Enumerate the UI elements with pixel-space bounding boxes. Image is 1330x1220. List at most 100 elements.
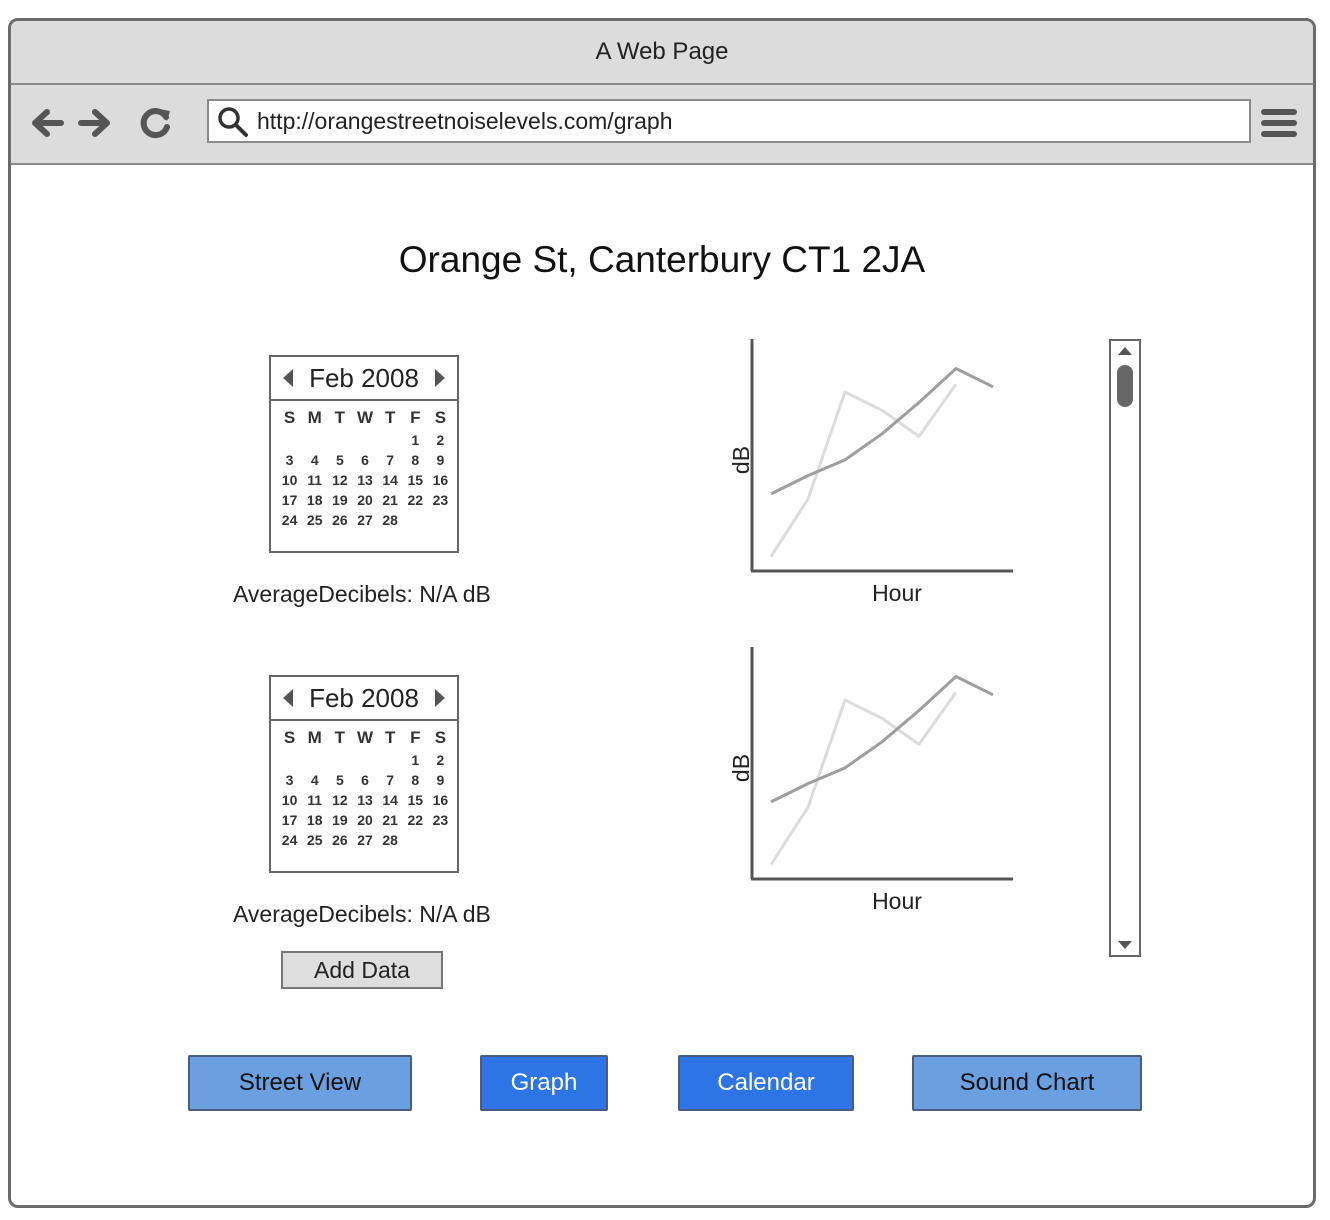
forward-arrow-icon[interactable] (75, 103, 115, 143)
calendar-day[interactable]: 4 (310, 772, 319, 788)
weekday-header: S (434, 728, 447, 747)
calendar-day[interactable]: 13 (357, 792, 373, 808)
scroll-down-arrow-icon[interactable] (1117, 939, 1133, 951)
add-data-button[interactable]: Add Data (281, 951, 443, 989)
next-month-icon[interactable] (433, 368, 447, 388)
calendar-day[interactable]: 26 (332, 832, 348, 848)
street-view-button[interactable]: Street View (188, 1055, 412, 1111)
calendar-blank-cell (302, 752, 327, 769)
calendar-day[interactable]: 17 (281, 492, 298, 508)
address-bar[interactable] (207, 99, 1251, 143)
weekday-header: T (384, 728, 396, 747)
calendar-day[interactable]: 1 (411, 752, 420, 768)
calendar-day[interactable]: 27 (357, 512, 373, 528)
date-picker-calendar[interactable]: Feb 2008 S M T W T F S 1 2 3 4 5 6 7 8 9 10 11 12 13 14 15 16 1… (269, 675, 459, 873)
calendar-day[interactable]: 22 (407, 812, 424, 828)
scroll-up-arrow-icon[interactable] (1117, 345, 1133, 357)
calendar-blank-cell (302, 432, 327, 449)
calendar-day[interactable]: 16 (432, 472, 449, 488)
weekday-header: T (384, 408, 396, 427)
weekday-header: S (283, 408, 296, 427)
calendar-day[interactable]: 15 (407, 792, 424, 808)
calendar-day[interactable]: 13 (357, 472, 373, 488)
calendar-day[interactable]: 21 (382, 812, 398, 828)
browser-toolbar (11, 85, 1313, 165)
calendar-day[interactable]: 10 (281, 472, 298, 488)
calendar-day[interactable]: 8 (411, 452, 420, 468)
reload-icon[interactable] (135, 103, 175, 143)
previous-month-icon[interactable] (281, 688, 295, 708)
calendar-header: Feb 2008 (271, 677, 457, 721)
calendar-day[interactable]: 18 (306, 812, 323, 828)
calendar-day[interactable]: 12 (332, 472, 348, 488)
calendar-day[interactable]: 14 (382, 472, 398, 488)
calendar-day[interactable]: 17 (281, 812, 298, 828)
calendar-blank-cell (327, 432, 352, 449)
url-input[interactable] (257, 105, 1237, 137)
calendar-day[interactable]: 27 (357, 832, 373, 848)
calendar-blank-cell (352, 432, 377, 449)
calendar-day[interactable]: 28 (382, 512, 398, 528)
calendar-day[interactable]: 9 (436, 772, 445, 788)
sound-chart-button[interactable]: Sound Chart (912, 1055, 1142, 1111)
calendar-day[interactable]: 15 (407, 472, 424, 488)
calendar-day[interactable]: 8 (411, 772, 420, 788)
calendar-day[interactable]: 19 (332, 492, 348, 508)
next-month-icon[interactable] (433, 688, 447, 708)
calendar-day[interactable]: 24 (281, 832, 298, 848)
calendar-day[interactable]: 18 (306, 492, 323, 508)
calendar-day[interactable]: 23 (432, 812, 449, 828)
calendar-day[interactable]: 25 (306, 832, 323, 848)
calendar-day[interactable]: 24 (281, 512, 298, 528)
calendar-button[interactable]: Calendar (678, 1055, 854, 1111)
vertical-scrollbar[interactable] (1109, 339, 1141, 957)
hamburger-menu-icon[interactable] (1259, 103, 1299, 143)
calendar-day[interactable]: 20 (357, 812, 373, 828)
title-bar: A Web Page (11, 21, 1313, 85)
calendar-day[interactable]: 23 (432, 492, 449, 508)
calendar-day[interactable]: 4 (310, 452, 319, 468)
calendar-day[interactable]: 22 (407, 492, 424, 508)
calendar-day[interactable]: 9 (436, 452, 445, 468)
calendar-day[interactable]: 2 (436, 432, 445, 448)
x-axis-label: Hour (872, 888, 922, 914)
calendar-day[interactable]: 3 (285, 772, 294, 788)
calendar-day[interactable]: 2 (436, 752, 445, 768)
back-arrow-icon[interactable] (27, 103, 67, 143)
weekday-header: M (307, 728, 322, 747)
calendar-blank-cell (277, 752, 302, 769)
calendar-day[interactable]: 11 (307, 792, 323, 808)
calendar-day[interactable]: 5 (335, 772, 344, 788)
calendar-day[interactable]: 7 (386, 452, 395, 468)
calendar-day[interactable]: 16 (432, 792, 449, 808)
average-decibels-label: AverageDecibels: N/A dB (233, 581, 491, 607)
calendar-month-label: Feb 2008 (309, 362, 419, 393)
calendar-day[interactable]: 14 (382, 792, 398, 808)
calendar-blank-cell (378, 752, 403, 769)
calendar-day[interactable]: 1 (411, 432, 420, 448)
line-chart: dB Hour (728, 339, 1013, 606)
calendar-day[interactable]: 5 (335, 452, 344, 468)
calendar-day[interactable]: 3 (285, 452, 294, 468)
calendar-day[interactable]: 12 (332, 792, 348, 808)
calendar-day[interactable]: 26 (332, 512, 348, 528)
weekday-header: M (307, 408, 322, 427)
graph-button[interactable]: Graph (480, 1055, 608, 1111)
weekday-header: S (434, 408, 447, 427)
calendar-day[interactable]: 6 (361, 452, 369, 468)
scrollbar-thumb[interactable] (1117, 365, 1133, 407)
calendar-day[interactable]: 10 (281, 792, 298, 808)
calendar-day[interactable]: 25 (306, 512, 323, 528)
calendar-day[interactable]: 6 (361, 772, 369, 788)
previous-month-icon[interactable] (281, 368, 295, 388)
calendar-day[interactable]: 28 (382, 832, 398, 848)
date-picker-calendar[interactable]: Feb 2008 S M T W T F S 1 2 3 4 5 6 7 8 9 10 11 12 13 14 15 16 1… (269, 355, 459, 553)
calendar-month-label: Feb 2008 (309, 682, 419, 713)
calendar-day[interactable]: 7 (386, 772, 395, 788)
weekday-header: W (356, 408, 374, 427)
calendar-day[interactable]: 11 (307, 472, 323, 488)
calendar-day[interactable]: 19 (332, 812, 348, 828)
calendar-day[interactable]: 21 (382, 492, 398, 508)
series-line (769, 383, 958, 558)
calendar-day[interactable]: 20 (357, 492, 373, 508)
